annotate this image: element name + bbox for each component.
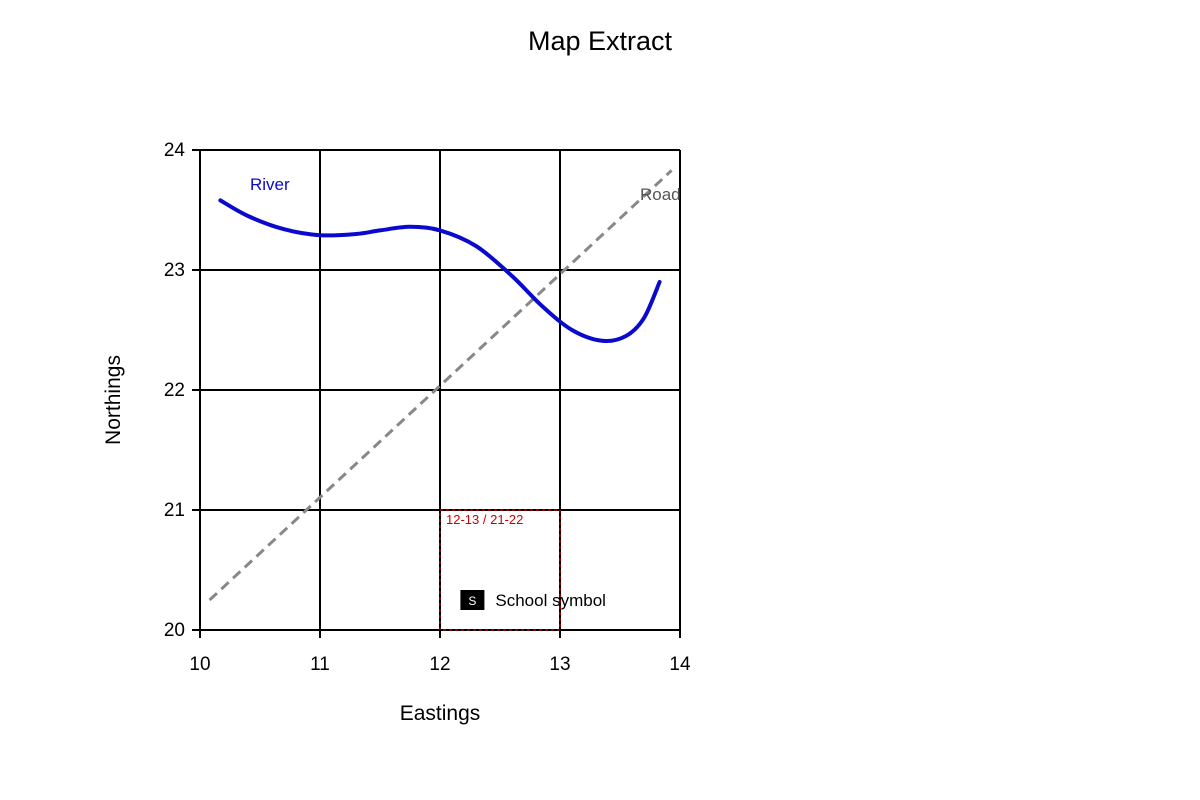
river-label: River: [250, 175, 290, 194]
highlight-square-label: 12-13 / 21-22: [446, 512, 523, 527]
x-tick-label: 14: [669, 654, 691, 675]
eastings-ticks: 10 11 12 13 14: [189, 630, 691, 675]
school-symbol-letter: S: [468, 594, 476, 608]
x-tick-label: 12: [429, 654, 450, 675]
x-tick-label: 10: [189, 654, 210, 675]
school-icon: S: [460, 590, 485, 610]
x-tick-label: 13: [549, 654, 570, 675]
x-axis-label: Eastings: [400, 702, 481, 725]
y-tick-label: 22: [164, 380, 185, 401]
y-axis-label: Northings: [102, 355, 125, 445]
road-label: Road: [640, 185, 681, 204]
x-tick-label: 11: [310, 654, 330, 675]
y-tick-label: 23: [164, 260, 185, 281]
river-line: [218, 198, 662, 344]
road-line: [208, 169, 673, 602]
y-tick-label: 24: [164, 140, 186, 161]
map-title: Map Extract: [528, 26, 673, 56]
y-tick-label: 20: [164, 620, 185, 641]
y-tick-label: 21: [164, 500, 185, 521]
highlight-grid-square: [439, 509, 561, 631]
school-label: School symbol: [495, 591, 606, 610]
northings-ticks: 20 21 22 23 24: [164, 140, 200, 641]
